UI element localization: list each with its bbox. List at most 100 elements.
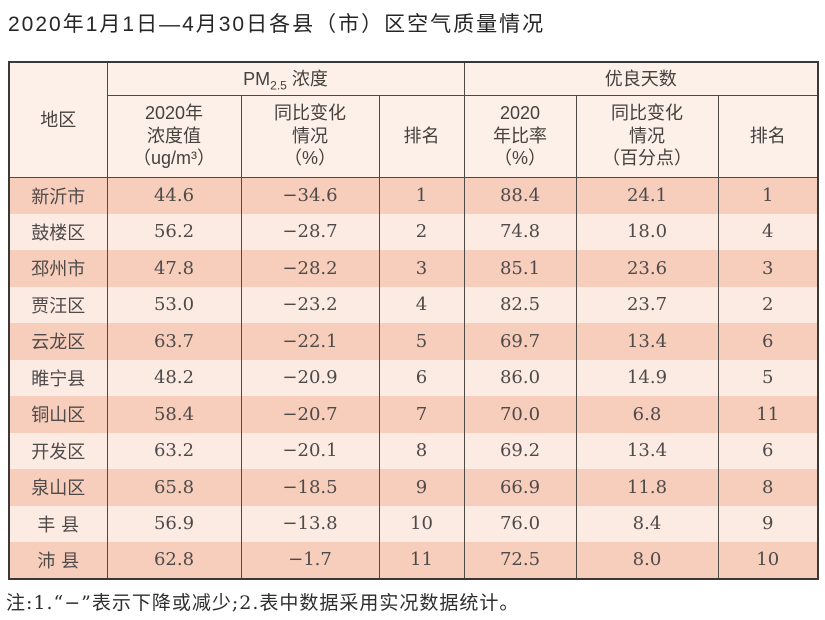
pm25-change-cell: −28.2 — [240, 250, 380, 287]
footnote: 注:1.“−”表示下降或减少;2.表中数据采用实况数据统计。 — [6, 592, 520, 614]
ratio-change-cell: 23.6 — [575, 250, 719, 287]
ratio-change-cell: 23.7 — [575, 286, 719, 323]
ratio-value-cell: 76.0 — [463, 505, 577, 542]
pm25-value-cell: 63.7 — [106, 323, 242, 360]
ratio-rank-cell: 10 — [717, 542, 819, 579]
region-cell: 开发区 — [8, 432, 108, 469]
pm25-change-cell: −20.9 — [240, 359, 380, 396]
pm25-rank-cell: 4 — [378, 286, 465, 323]
region-cell: 铜山区 — [8, 396, 108, 433]
pm25-value-cell: 56.2 — [106, 213, 242, 250]
pm25-change-cell: −22.1 — [240, 323, 380, 360]
region-cell: 邳州市 — [8, 250, 108, 287]
region-cell: 新沂市 — [8, 177, 108, 214]
pm25-change-cell: −13.8 — [240, 505, 380, 542]
pm25-rank-cell: 5 — [378, 323, 465, 360]
region-cell: 泉山区 — [8, 469, 108, 506]
header-sub-row: 2020年 浓度值 （ug/m³） 同比变化 情况 （%） 排名 2020 年比… — [9, 94, 819, 178]
table-row: 邳州市 47.8 −28.2 3 85.1 23.6 3 — [8, 250, 819, 287]
pm25-group-subscript: 2.5 — [270, 78, 287, 93]
ratio-change-cell: 14.9 — [575, 359, 719, 396]
pm25-change-cell: −18.5 — [240, 469, 380, 506]
ratio-value-cell: 82.5 — [463, 286, 577, 323]
pm25-value-cell: 44.6 — [106, 177, 242, 214]
ratio-value-cell: 69.2 — [463, 432, 577, 469]
pm25-change-cell: −1.7 — [240, 542, 380, 579]
pm25-rank-cell: 7 — [378, 396, 465, 433]
pm25-value-cell: 56.9 — [106, 505, 242, 542]
table-row: 铜山区 58.4 −20.7 7 70.0 6.8 11 — [8, 396, 819, 433]
pm25-change-cell: −34.6 — [240, 177, 380, 214]
pm25-rank-cell: 11 — [378, 542, 465, 579]
pm25-rank-cell: 8 — [378, 432, 465, 469]
pm25-change-cell: −23.2 — [240, 286, 380, 323]
pm25-rank-cell: 2 — [378, 213, 465, 250]
page-title: 2020年1月1日—4月30日各县（市）区空气质量情况 — [8, 13, 546, 36]
ratio-rank-cell: 4 — [717, 213, 819, 250]
region-cell: 睢宁县 — [8, 359, 108, 396]
pm25-value-cell: 48.2 — [106, 359, 242, 396]
region-cell: 沛 县 — [8, 542, 108, 579]
table-row: 云龙区 63.7 −22.1 5 69.7 13.4 6 — [8, 323, 819, 360]
table-row: 睢宁县 48.2 −20.9 6 86.0 14.9 5 — [8, 359, 819, 396]
table-row: 开发区 63.2 −20.1 8 69.2 13.4 6 — [8, 432, 819, 469]
pm25-change-cell: −20.1 — [240, 432, 380, 469]
ratio-change-cell: 24.1 — [575, 177, 719, 214]
ratio-rank-cell: 8 — [717, 469, 819, 506]
header-ratio-value: 2020 年比率 （%） — [463, 94, 577, 178]
pm25-value-cell: 65.8 — [106, 469, 242, 506]
header-pm25-value: 2020年 浓度值 （ug/m³） — [106, 94, 242, 178]
pm25-rank-cell: 6 — [378, 359, 465, 396]
table-row: 新沂市 44.6 −34.6 1 88.4 24.1 1 — [8, 177, 819, 214]
air-quality-table: 地区 PM2.5 浓度 优良天数 2020年 浓度值 （ug/m³） 同比变化 情… — [8, 61, 819, 580]
pm25-rank-cell: 1 — [378, 177, 465, 214]
ratio-value-cell: 86.0 — [463, 359, 577, 396]
ratio-value-cell: 85.1 — [463, 250, 577, 287]
pm25-value-cell: 63.2 — [106, 432, 242, 469]
ratio-rank-cell: 1 — [717, 177, 819, 214]
ratio-value-cell: 74.8 — [463, 213, 577, 250]
ratio-rank-cell: 2 — [717, 286, 819, 323]
ratio-value-cell: 69.7 — [463, 323, 577, 360]
ratio-change-cell: 13.4 — [575, 432, 719, 469]
pm25-change-cell: −28.7 — [240, 213, 380, 250]
header-pm25-rank: 排名 — [378, 94, 465, 178]
pm25-rank-cell: 9 — [378, 469, 465, 506]
ratio-change-cell: 11.8 — [575, 469, 719, 506]
header-group-row: 地区 PM2.5 浓度 优良天数 — [8, 61, 819, 178]
ratio-value-cell: 88.4 — [463, 177, 577, 214]
region-cell: 鼓楼区 — [8, 213, 108, 250]
region-cell: 云龙区 — [8, 323, 108, 360]
ratio-rank-cell: 6 — [717, 323, 819, 360]
ratio-value-cell: 70.0 — [463, 396, 577, 433]
pm25-group-suffix: 浓度 — [291, 68, 328, 89]
header-good-days-group: 优良天数 — [463, 61, 819, 96]
table-row: 鼓楼区 56.2 −28.7 2 74.8 18.0 4 — [8, 213, 819, 250]
ratio-rank-cell: 5 — [717, 359, 819, 396]
table-row: 沛 县 62.8 −1.7 11 72.5 8.0 10 — [8, 542, 819, 579]
pm25-value-cell: 58.4 — [106, 396, 242, 433]
table-body: 新沂市 44.6 −34.6 1 88.4 24.1 1 鼓楼区 56.2 −2… — [8, 177, 819, 579]
ratio-change-cell: 18.0 — [575, 213, 719, 250]
table-header: 地区 PM2.5 浓度 优良天数 2020年 浓度值 （ug/m³） 同比变化 情… — [8, 61, 819, 178]
table-row: 贾汪区 53.0 −23.2 4 82.5 23.7 2 — [8, 286, 819, 323]
ratio-change-cell: 13.4 — [575, 323, 719, 360]
pm25-rank-cell: 10 — [378, 505, 465, 542]
ratio-change-cell: 8.0 — [575, 542, 719, 579]
pm25-group-prefix: PM — [243, 68, 271, 89]
region-cell: 丰 县 — [8, 505, 108, 542]
region-cell: 贾汪区 — [8, 286, 108, 323]
header-ratio-rank: 排名 — [717, 94, 819, 178]
pm25-change-cell: −20.7 — [240, 396, 380, 433]
header-ratio-change: 同比变化 情况 （百分点） — [575, 94, 719, 178]
pm25-value-cell: 62.8 — [106, 542, 242, 579]
header-region: 地区 — [8, 61, 108, 178]
table-row: 泉山区 65.8 −18.5 9 66.9 11.8 8 — [8, 469, 819, 506]
header-pm25-change: 同比变化 情况 （%） — [240, 94, 380, 178]
ratio-rank-cell: 6 — [717, 432, 819, 469]
header-pm25-group: PM2.5 浓度 — [106, 61, 465, 96]
ratio-value-cell: 66.9 — [463, 469, 577, 506]
ratio-value-cell: 72.5 — [463, 542, 577, 579]
pm25-value-cell: 53.0 — [106, 286, 242, 323]
